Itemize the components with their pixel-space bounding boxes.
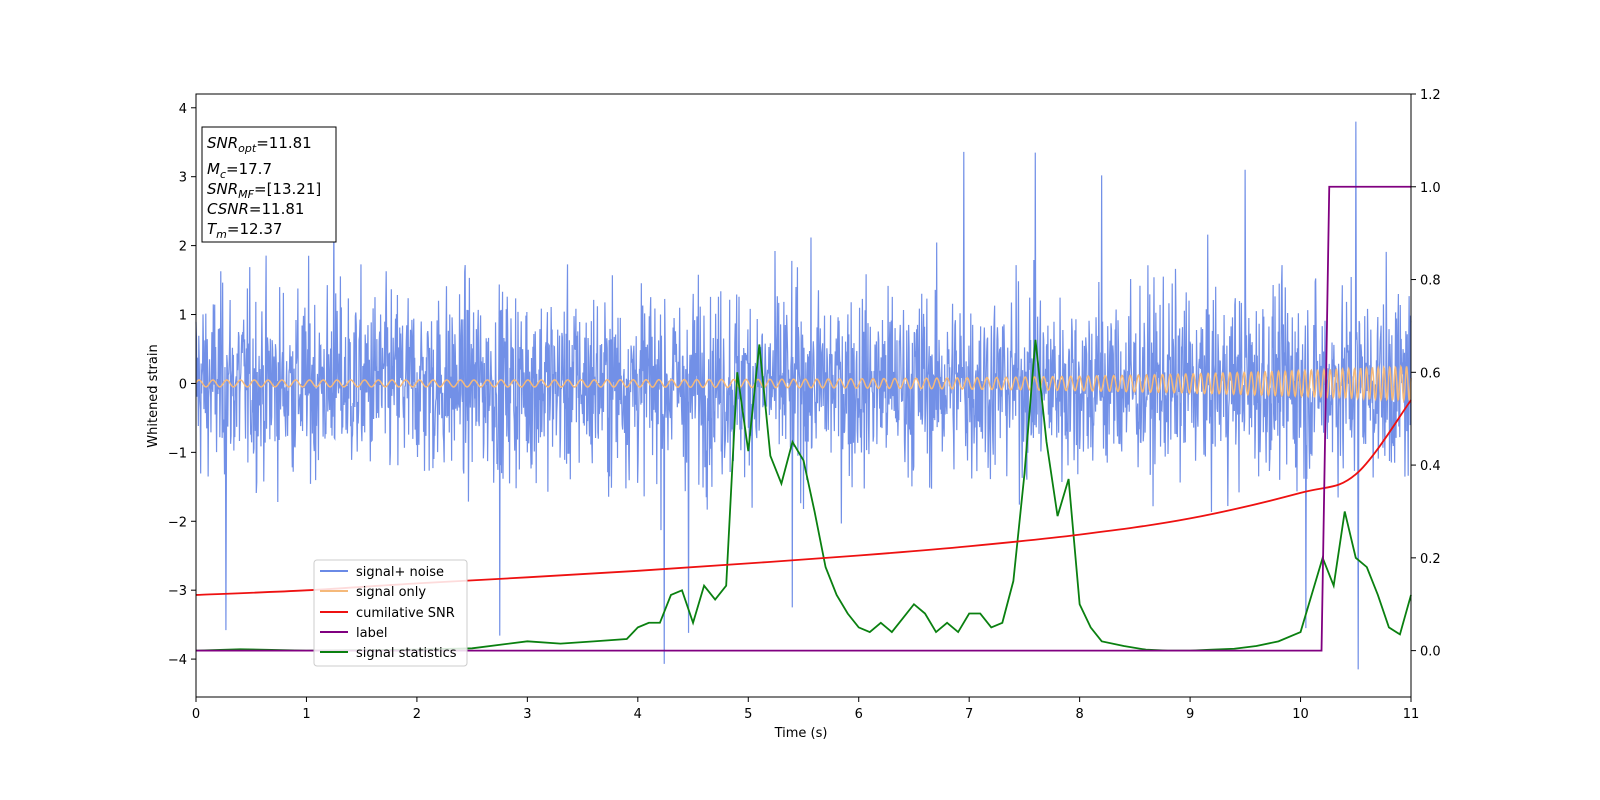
x-tick-label: 5 [744, 707, 752, 722]
x-tick-label: 11 [1403, 707, 1420, 722]
x-axis-label: Time (s) [774, 726, 828, 741]
y2-tick-label: 0.6 [1420, 366, 1441, 381]
y-tick-label: 2 [179, 240, 187, 255]
x-tick-label: 7 [965, 707, 973, 722]
x-tick-label: 2 [413, 707, 421, 722]
info-snr-mf: SNRMF=[13.21] [207, 180, 321, 201]
info-box: SNRopt=11.81 Mc=17.7 SNRMF=[13.21] CSNR=… [201, 126, 337, 243]
legend-label-signal-statistics: signal statistics [356, 646, 457, 661]
y2-tick-label: 0.2 [1420, 552, 1441, 567]
signal-only-series [195, 364, 1412, 404]
y2-tick-label: 0.4 [1420, 459, 1441, 474]
y-tick-label: 4 [179, 102, 187, 117]
plot-frame [195, 93, 1412, 698]
signal-only-line [195, 364, 1412, 404]
legend-label-cumulative-snr: cumilative SNR [356, 606, 455, 621]
axis-ticks: 0 1 2 3 4 5 6 7 8 9 10 11 −4 −3 −2 −1 0 1 2 3 4 0.0 0.2 0.4 0.6 0… [168, 88, 1441, 722]
x-tick-label: 8 [1075, 707, 1083, 722]
info-tm: Tm=12.37 [207, 220, 282, 241]
x-tick-label: 3 [523, 707, 531, 722]
y-tick-label: −4 [168, 653, 187, 668]
x-tick-label: 0 [192, 707, 200, 722]
y2-tick-label: 1.2 [1420, 88, 1441, 103]
legend: signal+ noise signal only cumilative SNR… [313, 559, 468, 667]
y2-tick-label: 0.8 [1420, 274, 1441, 289]
legend-label-signal-noise: signal+ noise [356, 565, 444, 580]
y2-tick-label: 0.0 [1420, 645, 1441, 660]
legend-label-label: label [356, 626, 387, 641]
x-tick-label: 10 [1292, 707, 1309, 722]
y-tick-label: −1 [168, 446, 187, 461]
info-box-frame [201, 126, 337, 243]
x-tick-label: 9 [1186, 707, 1194, 722]
info-csnr: CSNR=11.81 [207, 200, 304, 218]
info-mc: Mc=17.7 [207, 160, 272, 181]
x-tick-label: 1 [302, 707, 310, 722]
y-tick-label: 1 [179, 309, 187, 324]
y-axis-label: Whitened strain [146, 344, 161, 447]
y-tick-label: 0 [179, 377, 187, 392]
y-tick-label: −3 [168, 584, 187, 599]
label-line [196, 185, 1411, 652]
x-tick-label: 6 [855, 707, 863, 722]
legend-label-signal-only: signal only [356, 585, 426, 600]
y-tick-label: 3 [179, 171, 187, 186]
y-tick-label: −2 [168, 515, 187, 530]
x-tick-label: 4 [634, 707, 642, 722]
y2-tick-label: 1.0 [1420, 181, 1441, 196]
legend-frame [313, 559, 468, 667]
info-snr-opt: SNRopt=11.81 [207, 134, 312, 155]
signal-statistics-line [195, 339, 1412, 652]
